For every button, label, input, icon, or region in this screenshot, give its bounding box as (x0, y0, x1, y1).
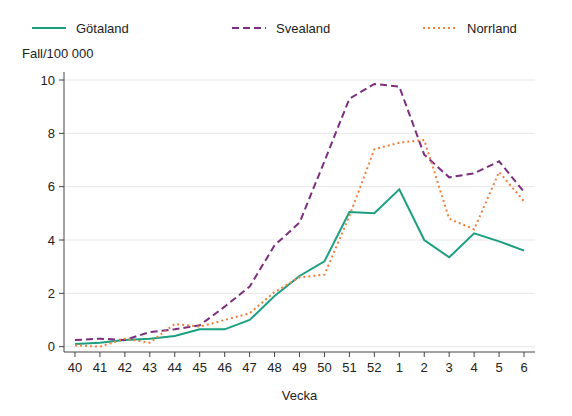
tick (199, 352, 200, 357)
tick-label: 2 (48, 286, 55, 301)
series-line (75, 84, 524, 340)
tick-label: 8 (48, 126, 55, 141)
series-line (75, 140, 524, 347)
tick (224, 352, 225, 357)
tick-label: 48 (267, 360, 281, 375)
tick (149, 352, 150, 357)
tick-label: 40 (68, 360, 82, 375)
legend-label: Götaland (76, 21, 129, 36)
tick (99, 352, 100, 357)
tick (449, 352, 450, 357)
tick (59, 133, 64, 134)
tick-label: 46 (217, 360, 231, 375)
grid-line (64, 186, 535, 187)
tick (174, 352, 175, 357)
tick-label: 41 (93, 360, 107, 375)
chart: 024681040414243444546474849505152123456F… (0, 0, 572, 416)
tick-label: 3 (446, 360, 453, 375)
plot-area (75, 84, 524, 347)
tick (424, 352, 425, 357)
tick (59, 186, 64, 187)
tick-label: 44 (168, 360, 182, 375)
tick (59, 346, 64, 347)
tick (524, 352, 525, 357)
tick (249, 352, 250, 357)
y-axis (64, 72, 65, 352)
series-line (75, 189, 524, 344)
tick (274, 352, 275, 357)
grid-line (64, 346, 535, 347)
tick-label: 45 (192, 360, 206, 375)
grid-line (64, 293, 535, 294)
tick-label: 10 (41, 73, 55, 88)
tick (59, 80, 64, 81)
x-axis-label: Vecka (282, 388, 318, 403)
tick-label: 6 (520, 360, 527, 375)
tick-label: 52 (367, 360, 381, 375)
y-axis-label: Fall/100 000 (22, 46, 94, 61)
legend-swatch (423, 27, 457, 29)
tick (499, 352, 500, 357)
tick-label: 0 (48, 339, 55, 354)
tick-label: 49 (292, 360, 306, 375)
tick-label: 2 (421, 360, 428, 375)
legend-label: Svealand (276, 21, 330, 36)
tick (74, 352, 75, 357)
tick-label: 50 (317, 360, 331, 375)
tick-label: 42 (118, 360, 132, 375)
legend-swatch (32, 27, 66, 29)
tick (474, 352, 475, 357)
tick (59, 293, 64, 294)
tick-label: 5 (495, 360, 502, 375)
tick (299, 352, 300, 357)
grid-line (64, 80, 535, 81)
grid-line (64, 240, 535, 241)
tick-label: 4 (471, 360, 478, 375)
tick (349, 352, 350, 357)
tick-label: 1 (396, 360, 403, 375)
tick-label: 51 (342, 360, 356, 375)
tick (59, 240, 64, 241)
tick (124, 352, 125, 357)
legend-swatch (232, 27, 266, 29)
legend-label: Norrland (467, 21, 517, 36)
tick-label: 43 (143, 360, 157, 375)
tick-label: 6 (48, 179, 55, 194)
tick (324, 352, 325, 357)
grid-line (64, 133, 535, 134)
tick (374, 352, 375, 357)
tick-label: 47 (242, 360, 256, 375)
tick-label: 4 (48, 233, 55, 248)
tick (399, 352, 400, 357)
